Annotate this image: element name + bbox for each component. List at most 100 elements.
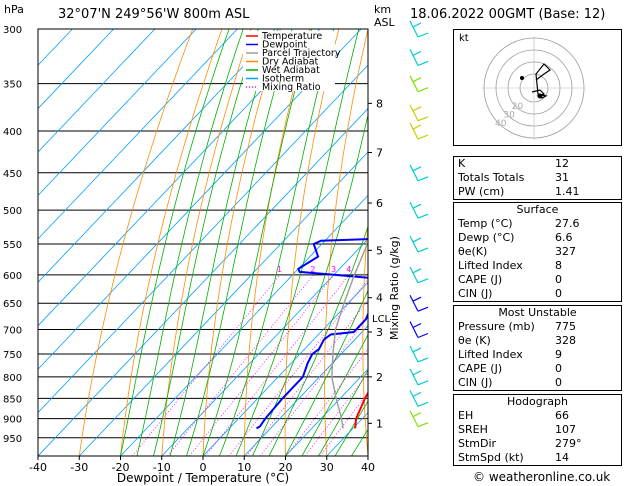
pressure-tick-label: 700 xyxy=(3,326,22,337)
wind-barb xyxy=(409,49,429,66)
hodograph_stats-value: 14 xyxy=(555,451,569,464)
km-unit: km xyxy=(374,3,392,16)
hodograph-ring-label: 20 xyxy=(512,102,524,112)
most_unstable-label: CIN (J) xyxy=(458,376,493,389)
surface-row: CAPE (J) 0 xyxy=(454,273,621,287)
dry-adiabat-line xyxy=(120,29,223,456)
pressure-tick-label: 350 xyxy=(3,80,22,91)
wind-barb xyxy=(409,345,429,363)
wind-barb xyxy=(409,294,429,312)
x-tick-label: 40 xyxy=(361,461,375,474)
km-tick-label: 7 xyxy=(376,147,383,160)
wet-adiabat-line xyxy=(318,369,368,456)
asl-unit: ASL xyxy=(374,16,395,29)
hodograph_stats-label: SREH xyxy=(458,423,488,436)
isotherm-line xyxy=(38,64,368,414)
pressure-tick-label: 850 xyxy=(3,394,22,405)
most_unstable-row: Lifted Index 9 xyxy=(454,348,621,362)
mixing-ratio-label: 15 xyxy=(422,265,432,274)
mixing-ratio-line xyxy=(228,278,368,456)
most_unstable-value: 0 xyxy=(555,362,562,375)
wind-barb xyxy=(409,164,429,182)
surface-value: 0 xyxy=(555,273,562,286)
x-tick-label: 20 xyxy=(279,461,293,474)
isotherm-line xyxy=(202,281,368,456)
hodograph_stats-value: 107 xyxy=(555,423,576,436)
isotherm-line xyxy=(38,29,321,327)
hodograph_stats-label: StmDir xyxy=(458,437,497,450)
wet-adiabat-line xyxy=(136,29,244,456)
wind-barb xyxy=(409,266,429,284)
legend-label: Parcel Trajectory xyxy=(262,48,341,59)
most_unstable-value: 775 xyxy=(555,320,576,333)
surface-value: 6.6 xyxy=(555,231,573,244)
wet-adiabat-line xyxy=(301,333,368,456)
pressure-tick-label: 600 xyxy=(3,271,22,282)
wind-barb xyxy=(409,75,429,93)
wind-barb xyxy=(409,321,429,339)
surface-title: Surface xyxy=(516,203,559,216)
legend-label: Dry Adiabat xyxy=(262,57,319,68)
wind-barb xyxy=(409,368,429,386)
indices-label: PW (cm) xyxy=(458,185,505,198)
mixing-ratio-label: 6 xyxy=(368,265,373,274)
legend-label: Isotherm xyxy=(262,74,304,85)
surface-label: Temp (°C) xyxy=(458,217,513,230)
most_unstable-value: 9 xyxy=(555,348,562,361)
lcl-label: LCL xyxy=(372,314,391,325)
dry-adiabat-line xyxy=(243,29,311,456)
isotherm-line xyxy=(38,29,156,153)
most_unstable-row: CIN (J) 0 xyxy=(454,376,621,390)
pressure-tick-label: 750 xyxy=(3,350,22,361)
wind-barb xyxy=(409,390,429,407)
wet-adiabat-line xyxy=(334,400,368,456)
wet-adiabat-line xyxy=(153,29,259,456)
hodograph_stats-row: StmDir 279° xyxy=(454,437,621,451)
dry-adiabat-line xyxy=(362,219,368,456)
pressure-tick-label: 400 xyxy=(3,127,22,138)
indices-table: K 12 Totals Totals 31 PW (cm) 1.41 xyxy=(453,156,622,200)
mixing-ratio-label: 3 xyxy=(331,265,336,274)
surface-row: Dewp (°C) 6.6 xyxy=(454,231,621,245)
surface-value: 327 xyxy=(555,245,576,258)
isotherm-line xyxy=(78,151,368,456)
surface-label: θe(K) xyxy=(458,245,488,258)
mixing-ratio-label: 1 xyxy=(277,265,282,274)
isotherm-line xyxy=(161,238,368,456)
surface-row: Temp (°C) 27.6 xyxy=(454,217,621,231)
wind-barb xyxy=(409,104,429,122)
surface-value: 8 xyxy=(555,259,562,272)
x-tick-label: -20 xyxy=(112,461,130,474)
km-tick-label: 4 xyxy=(376,292,383,305)
hodograph_stats-row: StmSpd (kt) 14 xyxy=(454,451,621,465)
indices-label: K xyxy=(458,157,466,170)
storm-motion-marker xyxy=(520,76,524,80)
dry-adiabat-line xyxy=(284,29,340,456)
dry-adiabat-line xyxy=(202,29,281,456)
wet-adiabat-line xyxy=(202,29,312,456)
x-tick-label: -30 xyxy=(70,461,88,474)
km-tick-label: 3 xyxy=(376,326,383,339)
surface-wind-marker xyxy=(537,93,543,99)
pressure-tick-label: 500 xyxy=(3,206,22,217)
most_unstable-label: CAPE (J) xyxy=(458,362,503,375)
x-tick-label: -10 xyxy=(153,461,171,474)
legend-label: Wet Adiabat xyxy=(262,65,320,76)
most_unstable-label: Pressure (mb) xyxy=(458,320,535,333)
surface-label: Lifted Index xyxy=(458,259,523,272)
mixing-ratio-line xyxy=(285,348,368,456)
indices-value: 31 xyxy=(555,171,569,184)
hodograph_stats-label: EH xyxy=(458,409,474,422)
hodograph_stats-label: StmSpd (kt) xyxy=(458,451,524,464)
isotherm-line xyxy=(38,29,362,370)
legend-label: Dewpoint xyxy=(262,40,307,51)
header-location: 32°07'N 249°56'W 800m ASL xyxy=(58,7,250,22)
most-unstable-title: Most Unstable xyxy=(498,306,577,319)
wet-adiabat-line xyxy=(235,29,360,456)
most_unstable-label: Lifted Index xyxy=(458,348,523,361)
mixing-ratio-label: 4 xyxy=(346,265,351,274)
pressure-tick-label: 450 xyxy=(3,169,22,180)
hodograph-ring-label: 40 xyxy=(495,119,507,129)
